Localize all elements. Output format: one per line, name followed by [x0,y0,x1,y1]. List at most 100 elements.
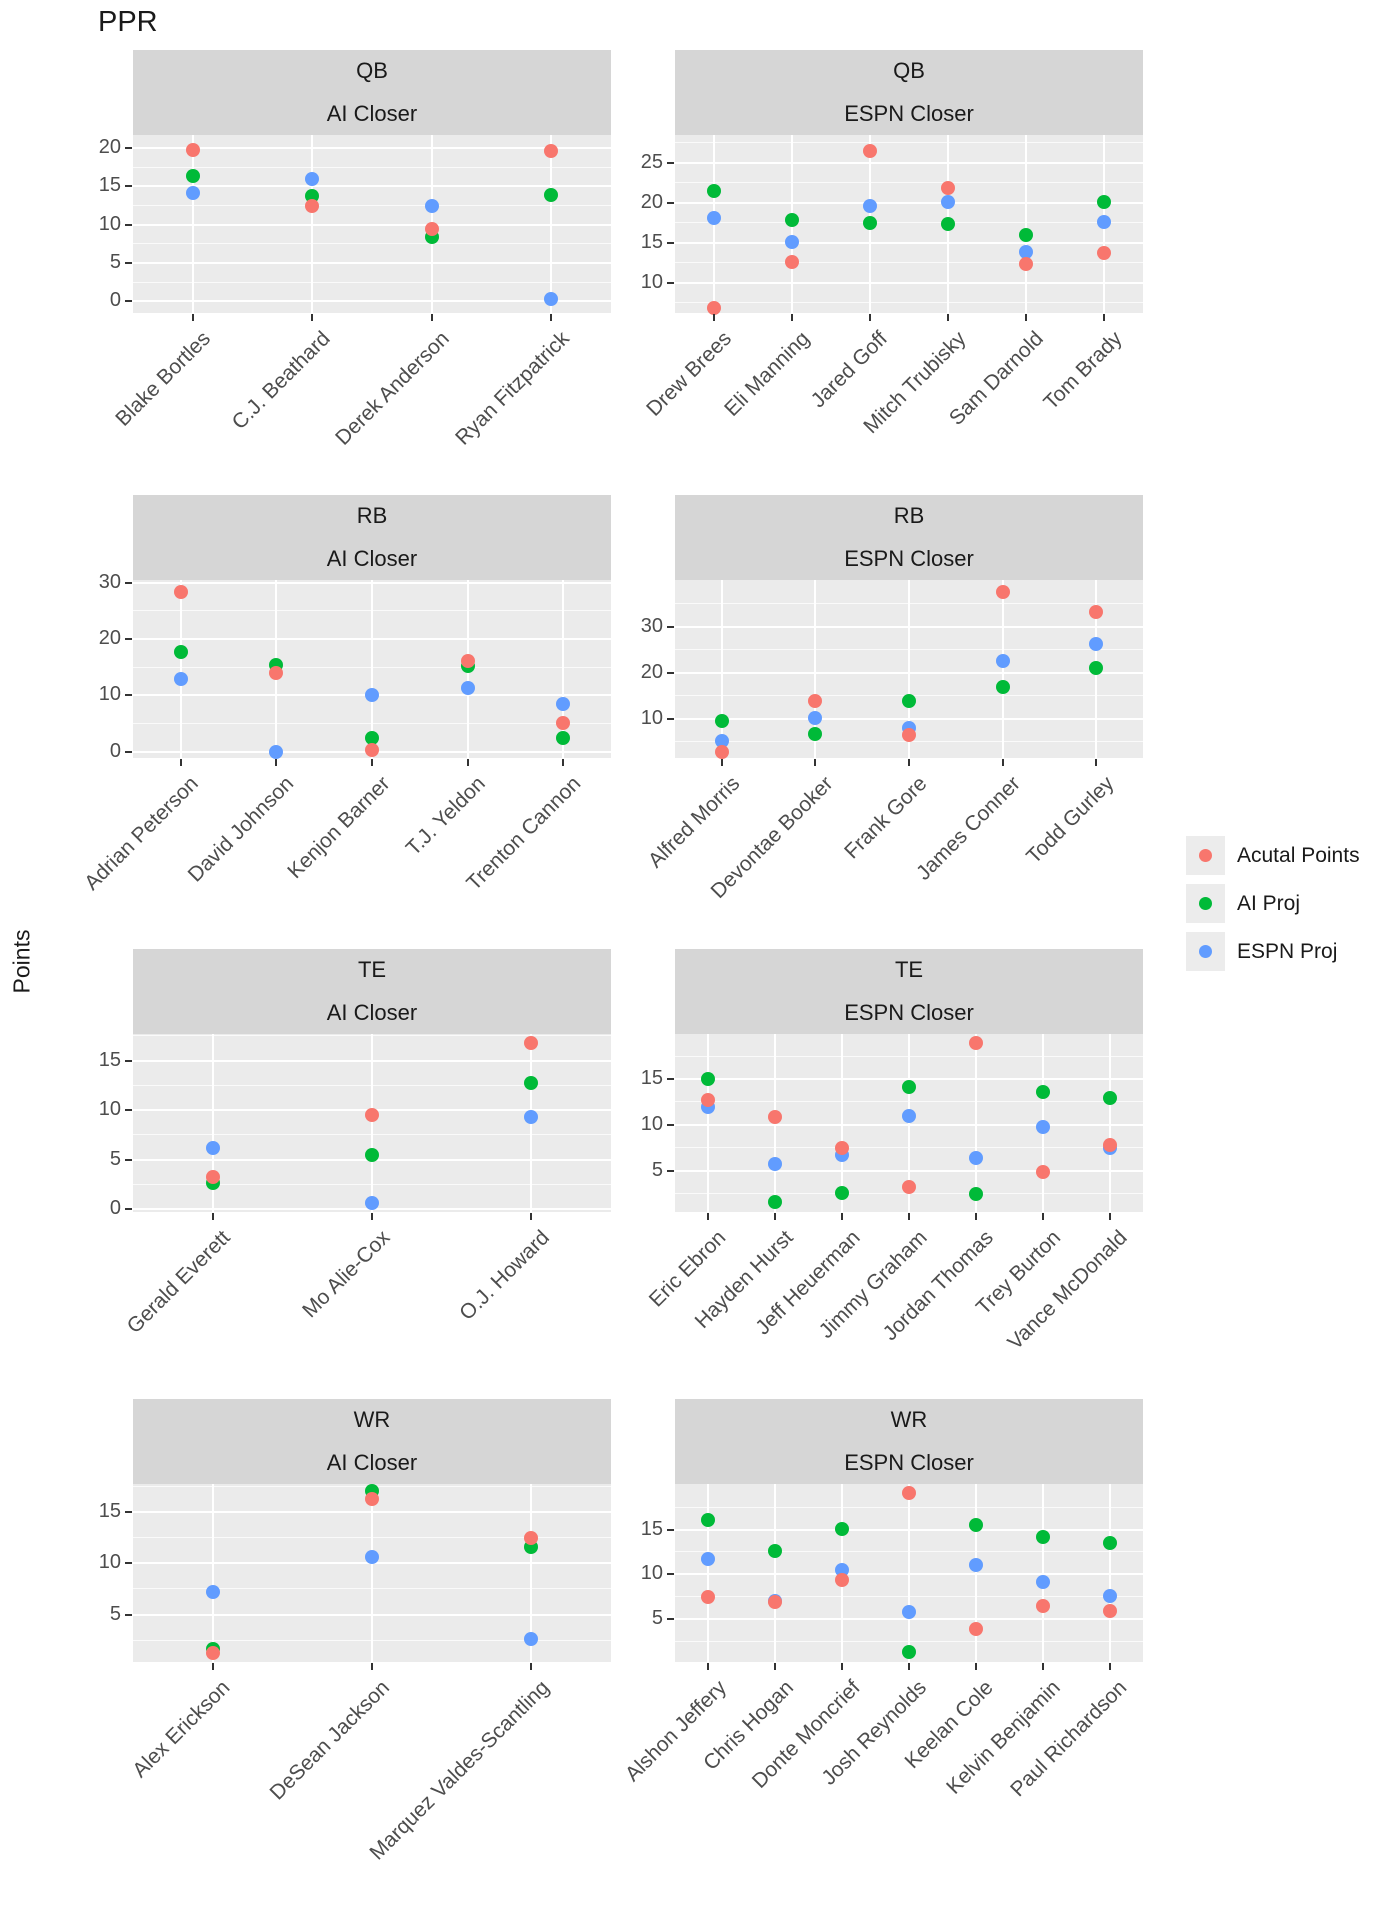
gridline-vertical [191,135,194,313]
x-category-label: Vance McDonald [1003,1226,1132,1355]
legend-key [1186,836,1225,875]
y-tick-mark [125,1562,132,1565]
y-tick-mark [667,1123,674,1126]
y-tick-mark [667,281,674,284]
facet-col-label: AI Closer [326,545,418,571]
data-point-ai-proj-sam-darnold [1019,227,1033,242]
data-point-espn-proj-gerald-everett [205,1140,220,1155]
data-point-acutal-points-gerald-everett [205,1170,220,1185]
facet-strip-rb-espn-closer: RB ESPN Closer [675,495,1143,580]
gridline-major [675,161,1143,164]
data-point-espn-proj-kelvin-benjamin [1035,1575,1050,1590]
data-point-acutal-points-alfred-morris [714,745,729,760]
data-point-espn-proj-jordan-thomas [968,1150,983,1165]
gridline-minor [133,243,611,245]
data-point-acutal-points-chris-hogan [768,1595,783,1610]
data-point-ai-proj-paul-richardson [1102,1536,1117,1551]
x-tick-mark [974,1213,977,1220]
x-category-label: Mo Alie-Cox [297,1226,395,1323]
gridline-major [675,241,1143,244]
legend-key [1186,932,1225,971]
data-point-acutal-points-jimmy-graham [902,1180,916,1195]
y-tick-label: 20 [640,190,663,213]
data-point-ai-proj-vance-mcdonald [1102,1091,1117,1106]
y-tick-mark [125,147,132,150]
x-tick-mark [562,759,565,766]
y-tick-label: 15 [640,1066,663,1089]
data-point-ai-proj-mo-alie-cox [365,1147,379,1162]
x-tick-mark [947,314,949,321]
data-point-acutal-points-todd-gurley [1089,605,1104,620]
legend-key [1186,884,1225,923]
facet-strip-te-ai-closer: TE AI Closer [133,949,611,1034]
data-point-acutal-points-marquez-valdes-scantling [524,1530,539,1545]
data-point-espn-proj-keelan-cole [968,1558,983,1573]
x-tick-mark [974,1663,977,1670]
data-point-ai-proj-hayden-hurst [768,1194,783,1209]
x-category-label: T.J. Yeldon [401,772,490,861]
x-tick-mark [430,314,433,321]
data-point-acutal-points-keelan-cole [968,1621,983,1636]
data-point-espn-proj-eli-manning [785,234,799,249]
gridline-major [133,223,611,226]
data-point-ai-proj-tom-brady [1097,195,1111,210]
data-point-ai-proj-donte-moncrief [835,1521,850,1536]
y-tick-label: 15 [640,1517,663,1540]
legend-point-icon [1199,897,1212,910]
facet-col-label: ESPN Closer [844,545,974,571]
y-tick-mark [667,241,674,244]
data-point-acutal-points-sam-darnold [1019,257,1033,272]
data-point-ai-proj-kelvin-benjamin [1035,1529,1050,1544]
data-point-acutal-points-vance-mcdonald [1102,1138,1117,1153]
data-point-espn-proj-jimmy-graham [902,1108,916,1123]
x-tick-mark [179,759,182,766]
facet-panel-wr-ai-closer [133,1484,611,1662]
gridline-major [133,262,611,265]
data-point-acutal-points-trenton-cannon [556,716,571,731]
y-tick-mark [125,1208,132,1211]
data-point-espn-proj-devontae-booker [808,710,823,725]
y-tick-label: 10 [98,1551,121,1574]
data-point-ai-proj-adrian-peterson [173,645,188,660]
gridline-vertical [371,1484,373,1662]
x-category-label: Paul Richardson [1006,1676,1132,1802]
x-category-label: Ryan Fitzpatrick [450,327,574,450]
y-tick-label: 20 [640,660,663,683]
gridline-vertical [1001,580,1004,758]
y-tick-mark [125,223,132,226]
y-tick-mark [125,185,132,188]
data-point-acutal-points-adrian-peterson [173,584,188,599]
y-tick-label: 10 [640,706,663,729]
data-point-acutal-points-eli-manning [785,254,799,269]
data-point-ai-proj-todd-gurley [1089,661,1104,676]
gridline-vertical [908,1034,910,1212]
gridline-vertical [1108,1034,1111,1212]
data-point-espn-proj-derek-anderson [424,199,439,214]
data-point-acutal-points-josh-reynolds [902,1485,916,1500]
gridline-vertical [1041,1484,1044,1662]
gridline-vertical [974,1034,977,1212]
gridline-vertical [179,580,182,758]
legend-label: Acutal Points [1237,843,1360,867]
x-tick-mark [550,314,553,321]
legend-point-icon [1199,849,1212,862]
y-tick-mark [125,1510,132,1513]
x-tick-mark [371,1213,373,1220]
y-tick-mark [125,1059,132,1062]
x-tick-mark [707,1663,710,1670]
x-category-label: C.J. Beathard [227,327,335,435]
y-tick-mark [667,1618,674,1621]
data-point-acutal-points-jeff-heuerman [835,1140,850,1155]
y-tick-label: 5 [109,1602,121,1625]
facet-col-label: AI Closer [326,1449,418,1475]
data-point-espn-proj-alfred-morris [714,733,729,748]
data-point-ai-proj-jordan-thomas [968,1186,983,1201]
data-point-espn-proj-marquez-valdes-scantling [524,1632,539,1647]
gridline-vertical [1108,1484,1111,1662]
data-point-ai-proj-josh-reynolds [902,1645,916,1660]
x-category-label: Adrian Peterson [80,772,204,895]
data-point-acutal-points-alex-erickson [205,1645,220,1660]
data-point-espn-proj-trey-burton [1035,1119,1050,1134]
gridline-vertical [707,1484,710,1662]
x-tick-mark [211,1213,214,1220]
